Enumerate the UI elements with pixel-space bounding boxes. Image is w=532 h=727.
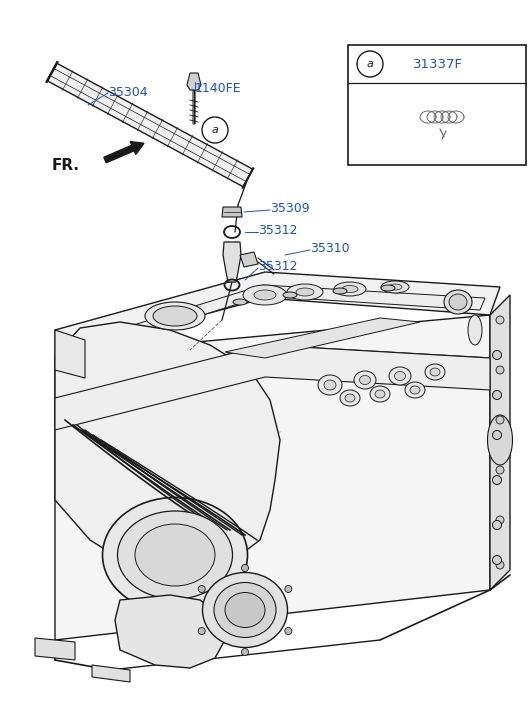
Text: 35312: 35312: [258, 223, 297, 236]
Polygon shape: [55, 345, 490, 430]
Ellipse shape: [242, 564, 248, 571]
Polygon shape: [223, 242, 241, 282]
Ellipse shape: [340, 390, 360, 406]
Polygon shape: [490, 295, 510, 590]
Ellipse shape: [496, 466, 504, 474]
Ellipse shape: [118, 511, 232, 599]
Ellipse shape: [287, 284, 323, 300]
Polygon shape: [55, 315, 490, 640]
Bar: [348, 45, 526, 165]
Ellipse shape: [496, 316, 504, 324]
Ellipse shape: [103, 497, 247, 613]
Ellipse shape: [198, 627, 205, 635]
Ellipse shape: [444, 290, 472, 314]
Ellipse shape: [468, 315, 482, 345]
Ellipse shape: [198, 585, 205, 593]
Ellipse shape: [496, 561, 504, 569]
Ellipse shape: [333, 288, 347, 294]
Ellipse shape: [493, 350, 502, 359]
Circle shape: [202, 117, 228, 143]
Ellipse shape: [381, 285, 395, 291]
Ellipse shape: [285, 627, 292, 635]
Ellipse shape: [370, 386, 390, 402]
Ellipse shape: [405, 382, 425, 398]
Ellipse shape: [360, 376, 370, 385]
Polygon shape: [55, 322, 280, 575]
Ellipse shape: [449, 294, 467, 310]
Text: 35309: 35309: [270, 201, 310, 214]
Ellipse shape: [233, 299, 247, 305]
Ellipse shape: [410, 386, 420, 394]
Ellipse shape: [242, 648, 248, 656]
FancyArrow shape: [104, 142, 144, 163]
Ellipse shape: [318, 375, 342, 395]
Polygon shape: [47, 63, 253, 187]
Ellipse shape: [345, 394, 355, 402]
Ellipse shape: [203, 572, 287, 648]
Text: 31337F: 31337F: [413, 57, 463, 71]
Polygon shape: [92, 665, 130, 682]
Ellipse shape: [225, 593, 265, 627]
Circle shape: [357, 51, 383, 77]
Ellipse shape: [334, 282, 366, 296]
Ellipse shape: [285, 585, 292, 593]
Ellipse shape: [496, 416, 504, 424]
Ellipse shape: [425, 364, 445, 380]
Text: 35312: 35312: [258, 260, 297, 273]
Ellipse shape: [388, 284, 402, 290]
Ellipse shape: [430, 368, 440, 376]
Ellipse shape: [342, 286, 358, 292]
Polygon shape: [55, 272, 500, 355]
Ellipse shape: [496, 366, 504, 374]
Ellipse shape: [493, 475, 502, 484]
Ellipse shape: [493, 430, 502, 440]
Polygon shape: [35, 638, 75, 660]
Text: 1140FE: 1140FE: [195, 81, 242, 95]
Text: a: a: [212, 125, 219, 135]
Ellipse shape: [296, 288, 314, 296]
Ellipse shape: [254, 290, 276, 300]
Ellipse shape: [324, 380, 336, 390]
Ellipse shape: [145, 302, 205, 330]
Ellipse shape: [243, 285, 287, 305]
Text: a: a: [367, 59, 373, 69]
Polygon shape: [222, 207, 242, 217]
Ellipse shape: [493, 555, 502, 564]
Polygon shape: [187, 73, 201, 90]
Polygon shape: [225, 318, 420, 358]
Ellipse shape: [493, 390, 502, 400]
Polygon shape: [115, 595, 225, 668]
Ellipse shape: [389, 367, 411, 385]
Ellipse shape: [354, 371, 376, 389]
Ellipse shape: [493, 521, 502, 529]
Ellipse shape: [135, 524, 215, 586]
Ellipse shape: [496, 516, 504, 524]
Ellipse shape: [283, 292, 297, 298]
Ellipse shape: [214, 582, 276, 638]
Ellipse shape: [153, 306, 197, 326]
Ellipse shape: [395, 371, 405, 380]
Ellipse shape: [381, 281, 409, 293]
Ellipse shape: [487, 415, 512, 465]
Ellipse shape: [375, 390, 385, 398]
Text: 35304: 35304: [108, 87, 147, 100]
Polygon shape: [240, 252, 258, 267]
Polygon shape: [85, 285, 485, 352]
Polygon shape: [55, 330, 85, 378]
Text: 35310: 35310: [310, 241, 350, 254]
Text: FR.: FR.: [52, 158, 80, 174]
